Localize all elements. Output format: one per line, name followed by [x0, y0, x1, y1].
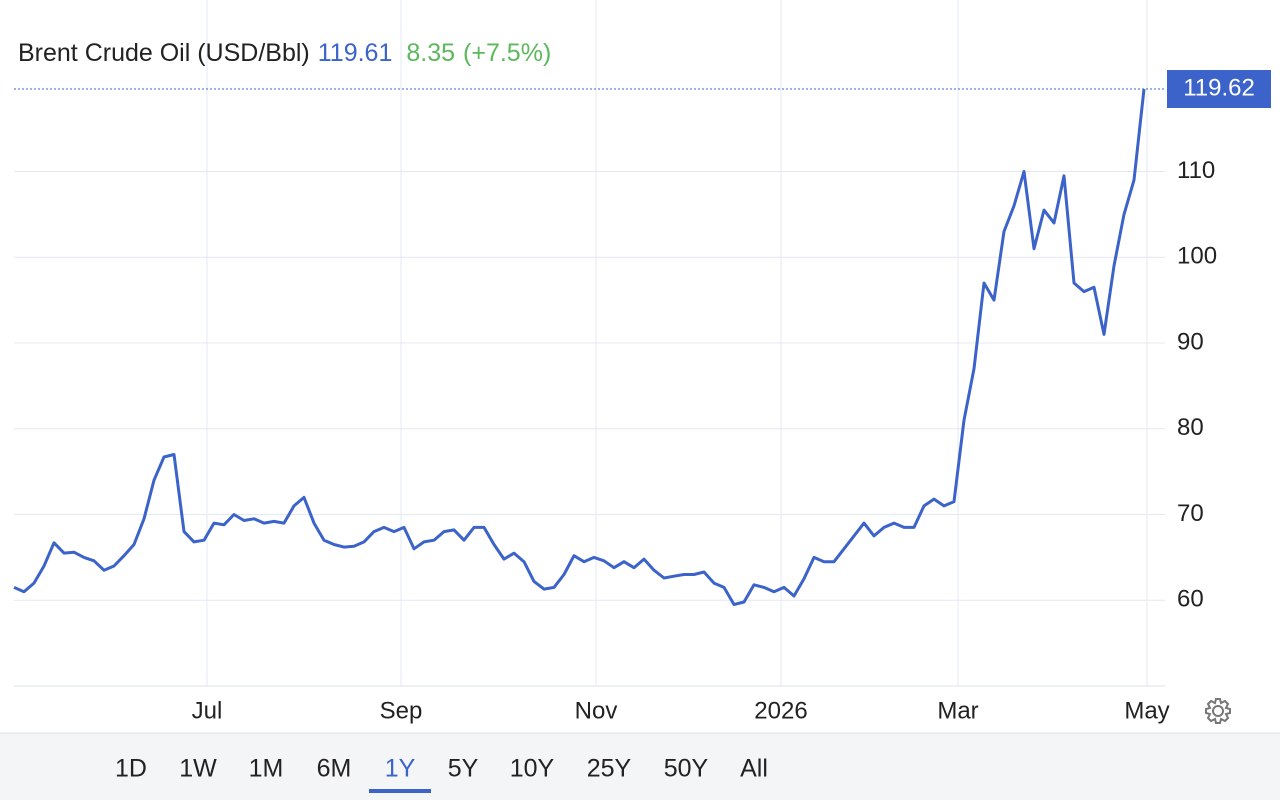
- range-button[interactable]: 1M: [249, 755, 284, 783]
- range-button[interactable]: 25Y: [587, 755, 632, 783]
- y-tick-label: 70: [1177, 500, 1204, 527]
- range-button[interactable]: 1Y: [385, 755, 416, 783]
- range-button[interactable]: 50Y: [664, 755, 709, 783]
- last-value-box: [1167, 70, 1271, 109]
- y-tick-label: 90: [1177, 328, 1204, 355]
- change: 8.35: [406, 39, 455, 67]
- last-value-label: 119.62: [1183, 74, 1255, 101]
- y-tick-label: 110: [1177, 157, 1215, 184]
- range-button[interactable]: 5Y: [448, 755, 479, 783]
- toolbar-bg: [0, 733, 1280, 800]
- range-button[interactable]: 10Y: [510, 755, 555, 783]
- range-button[interactable]: All: [740, 755, 768, 783]
- y-tick-label: 100: [1177, 243, 1217, 270]
- chart-title: Brent Crude Oil (USD/Bbl): [18, 39, 310, 67]
- x-tick-label: May: [1124, 697, 1169, 724]
- settings-icon[interactable]: [1205, 698, 1231, 724]
- x-tick-label: Jul: [192, 697, 223, 724]
- x-tick-label: Mar: [937, 697, 978, 724]
- price-line: [13, 88, 1146, 606]
- x-tick-label: 2026: [754, 697, 807, 724]
- range-button[interactable]: 1W: [179, 755, 217, 783]
- change-pct: (+7.5%): [463, 39, 551, 67]
- x-tick-label: Nov: [575, 697, 618, 724]
- price: 119.61: [318, 39, 393, 67]
- range-underline: [369, 789, 431, 793]
- range-button[interactable]: 6M: [317, 755, 352, 783]
- x-tick-label: Sep: [380, 697, 423, 724]
- range-button[interactable]: 1D: [115, 755, 147, 783]
- header: Brent Crude Oil (USD/Bbl) 119.61 8.35 (+7.5…: [18, 39, 551, 67]
- y-tick-label: 80: [1177, 414, 1204, 441]
- y-tick-label: 60: [1177, 586, 1204, 613]
